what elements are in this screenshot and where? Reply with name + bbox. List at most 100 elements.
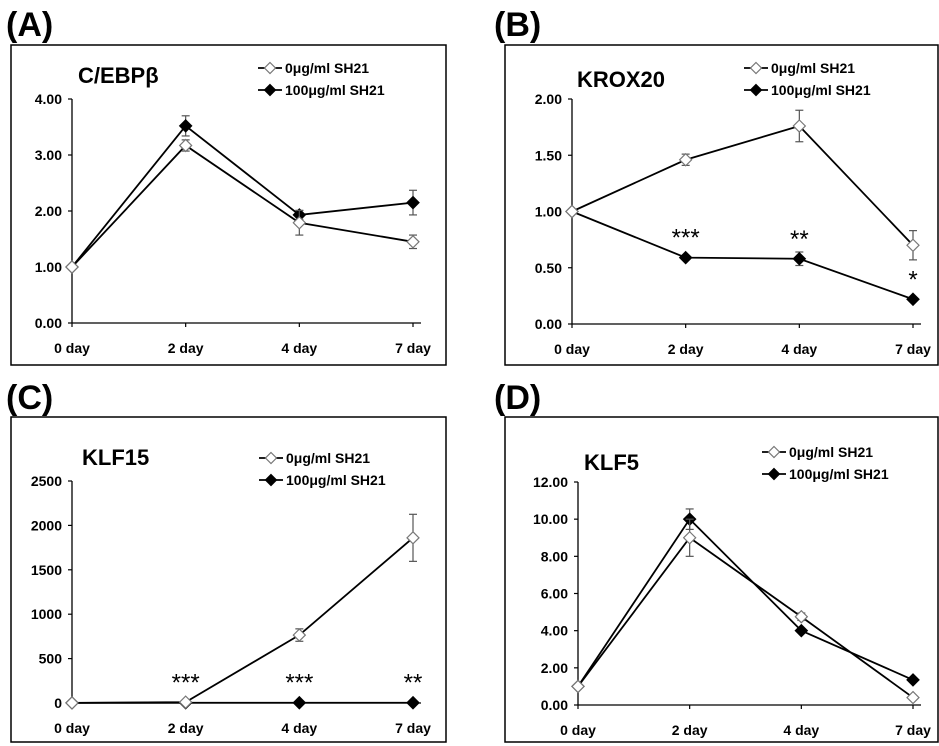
x-tick-label: 4 day bbox=[281, 340, 317, 356]
data-point-open-diamond bbox=[682, 530, 697, 545]
significance-annotation: * bbox=[908, 266, 917, 293]
significance-annotation: *** bbox=[672, 225, 700, 252]
y-tick-label: 1.00 bbox=[35, 259, 62, 275]
data-point-filled-diamond bbox=[678, 250, 693, 265]
series-line bbox=[577, 517, 914, 687]
x-tick-label: 0 day bbox=[54, 340, 90, 356]
data-point-filled-diamond bbox=[906, 673, 920, 687]
y-tick-label: 2.00 bbox=[541, 660, 568, 676]
legend-open-diamond-icon bbox=[749, 61, 763, 75]
legend-label: 100μg/ml SH21 bbox=[771, 82, 871, 98]
panel-label: (D) bbox=[494, 379, 541, 417]
series-line bbox=[571, 210, 914, 301]
y-tick-label: 1500 bbox=[31, 562, 62, 578]
plot-frame bbox=[10, 416, 447, 743]
data-point-filled-diamond bbox=[292, 695, 307, 710]
y-tick-label: 0.00 bbox=[541, 697, 568, 713]
x-tick-label: 4 day bbox=[281, 720, 317, 736]
data-point-open-diamond bbox=[406, 234, 420, 249]
data-point-open-diamond bbox=[906, 238, 920, 253]
y-tick-label: 4.00 bbox=[35, 91, 62, 107]
y-tick-label: 1000 bbox=[31, 606, 62, 622]
chart-panel-c: (C) KLF15 0 500 1000 1500 2000 2500 0 day 2 day 4 … bbox=[0, 373, 460, 746]
data-point-open-diamond bbox=[292, 215, 307, 230]
data-point-open-diamond bbox=[565, 204, 579, 219]
data-point-open-diamond bbox=[65, 696, 79, 710]
legend-filled-diamond-icon bbox=[264, 473, 278, 487]
panel-label: (B) bbox=[494, 6, 541, 44]
chart-panel-d: (D) KLF5 0.00 2.00 4.00 6.00 8.00 10.00 12.00 0 d… bbox=[488, 373, 939, 746]
chart-svg: (A) C/EBPβ 0.00 1.00 2.00 3.00 4.00 0 day 2 day 4… bbox=[6, 6, 447, 366]
chart-svg: (C) KLF15 0 500 1000 1500 2000 2500 0 day 2 day 4 … bbox=[6, 379, 447, 743]
significance-annotation: ** bbox=[790, 226, 809, 253]
legend-label: 0μg/ml SH21 bbox=[286, 450, 370, 466]
x-tick-label: 2 day bbox=[672, 722, 708, 738]
series-line bbox=[71, 124, 414, 268]
y-tick-label: 2500 bbox=[31, 473, 62, 489]
data-point-filled-diamond bbox=[178, 119, 193, 133]
chart-title: KLF5 bbox=[584, 450, 639, 475]
x-tick-label: 2 day bbox=[168, 340, 204, 356]
data-point-open-diamond bbox=[178, 695, 193, 709]
legend-label: 0μg/ml SH21 bbox=[789, 444, 873, 460]
y-tick-label: 6.00 bbox=[541, 586, 568, 602]
legend-open-diamond-icon bbox=[264, 451, 278, 465]
y-tick-label: 0.00 bbox=[535, 316, 562, 332]
y-tick-label: 1.00 bbox=[535, 204, 562, 220]
chart-svg: (B) KROX20 0.00 0.50 1.00 1.50 2.00 0 day 2 day 4… bbox=[494, 6, 939, 366]
data-point-filled-diamond bbox=[406, 195, 420, 210]
legend-label: 100μg/ml SH21 bbox=[286, 472, 386, 488]
legend-label: 0μg/ml SH21 bbox=[285, 60, 369, 76]
legend-label: 100μg/ml SH21 bbox=[285, 82, 385, 98]
plot-frame bbox=[10, 44, 447, 366]
data-point-filled-diamond bbox=[906, 292, 920, 307]
x-tick-label: 0 day bbox=[560, 722, 596, 738]
y-tick-label: 12.00 bbox=[533, 474, 568, 490]
x-tick-label: 2 day bbox=[168, 720, 204, 736]
x-tick-label: 7 day bbox=[895, 341, 931, 357]
legend-filled-diamond-icon bbox=[749, 83, 763, 97]
data-point-open-diamond bbox=[571, 679, 585, 694]
y-tick-label: 4.00 bbox=[541, 623, 568, 639]
chart-panel-b: (B) KROX20 0.00 0.50 1.00 1.50 2.00 0 day 2 day 4… bbox=[488, 0, 939, 373]
y-tick-label: 10.00 bbox=[533, 511, 568, 527]
data-point-filled-diamond bbox=[794, 623, 809, 638]
data-point-filled-diamond bbox=[792, 251, 807, 266]
data-point-open-diamond bbox=[178, 138, 193, 153]
data-point-open-diamond bbox=[406, 530, 420, 545]
legend-label: 100μg/ml SH21 bbox=[789, 466, 889, 482]
chart-title: C/EBPβ bbox=[78, 63, 159, 88]
x-tick-label: 4 day bbox=[783, 722, 819, 738]
data-point-open-diamond bbox=[678, 152, 693, 167]
y-tick-label: 2.00 bbox=[535, 91, 562, 107]
x-tick-label: 2 day bbox=[668, 341, 704, 357]
chart-svg: (D) KLF5 0.00 2.00 4.00 6.00 8.00 10.00 12.00 0 d… bbox=[494, 379, 939, 743]
legend-open-diamond-icon bbox=[767, 445, 781, 459]
series-line bbox=[577, 536, 914, 699]
chart-title: KROX20 bbox=[577, 67, 665, 92]
x-tick-label: 7 day bbox=[395, 720, 431, 736]
plot-frame bbox=[504, 416, 939, 743]
significance-annotation: ** bbox=[404, 670, 423, 697]
data-point-filled-diamond bbox=[406, 695, 420, 710]
legend-open-diamond-icon bbox=[263, 61, 277, 75]
y-tick-label: 0.50 bbox=[535, 260, 562, 276]
series-line bbox=[571, 124, 914, 246]
x-tick-label: 4 day bbox=[781, 341, 817, 357]
x-tick-label: 0 day bbox=[54, 720, 90, 736]
y-tick-label: 0 bbox=[54, 695, 62, 711]
y-tick-label: 3.00 bbox=[35, 147, 62, 163]
legend-label: 0μg/ml SH21 bbox=[771, 60, 855, 76]
data-point-open-diamond bbox=[292, 628, 307, 642]
y-tick-label: 8.00 bbox=[541, 548, 568, 564]
y-tick-label: 500 bbox=[39, 651, 63, 667]
legend-filled-diamond-icon bbox=[767, 467, 781, 481]
legend-filled-diamond-icon bbox=[263, 83, 277, 97]
y-tick-label: 2.00 bbox=[35, 203, 62, 219]
significance-annotation: *** bbox=[172, 670, 200, 697]
y-tick-label: 0.00 bbox=[35, 315, 62, 331]
y-tick-label: 1.50 bbox=[535, 147, 562, 163]
panel-label: (C) bbox=[6, 379, 53, 417]
data-point-open-diamond bbox=[792, 119, 807, 133]
chart-panel-a: (A) C/EBPβ 0.00 1.00 2.00 3.00 4.00 0 day 2 day 4… bbox=[0, 0, 460, 373]
